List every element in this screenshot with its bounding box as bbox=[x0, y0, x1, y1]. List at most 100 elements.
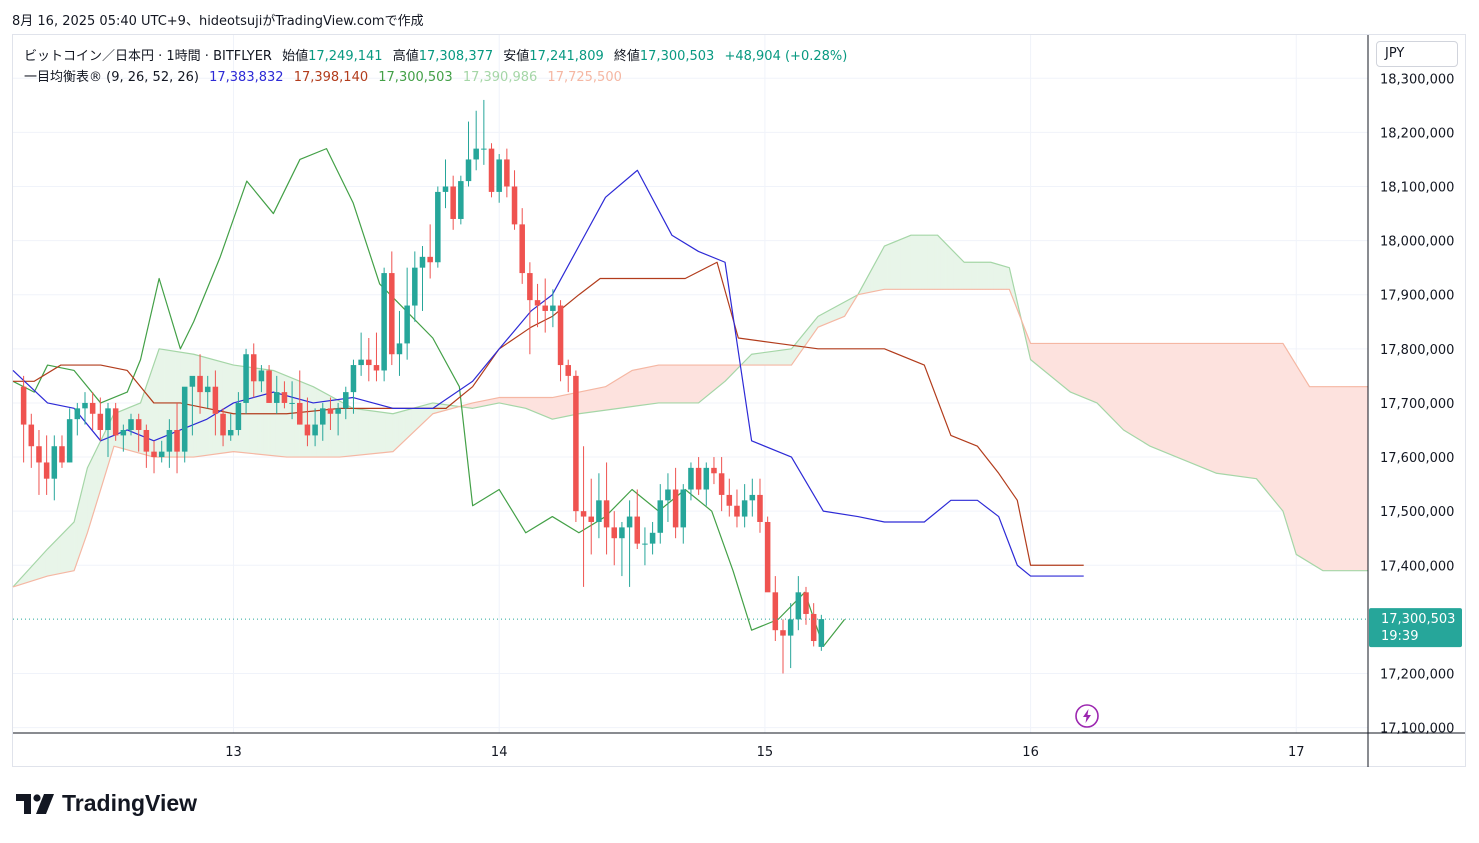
cloud-segment bbox=[413, 406, 418, 433]
cloud-segment bbox=[777, 349, 782, 366]
span-a-line bbox=[12, 234, 1368, 588]
cloud-segment bbox=[947, 245, 952, 290]
candle-body bbox=[51, 446, 58, 479]
cloud-segment bbox=[589, 389, 593, 413]
cloud-segment bbox=[979, 261, 984, 290]
candle-body bbox=[611, 527, 618, 539]
candle-body bbox=[496, 159, 502, 192]
cloud-segment bbox=[89, 456, 94, 525]
cloud-segment bbox=[1109, 343, 1114, 420]
cloud-segment bbox=[1240, 343, 1244, 478]
cloud-segment bbox=[358, 408, 362, 456]
currency-button[interactable]: JPY bbox=[1376, 41, 1458, 67]
cloud-segment bbox=[995, 263, 999, 290]
cloud-segment bbox=[1303, 376, 1308, 562]
cloud-segment bbox=[1094, 343, 1098, 404]
cloud-segment bbox=[966, 261, 970, 290]
cloud-segment bbox=[833, 305, 837, 322]
cloud-segment bbox=[552, 396, 556, 420]
y-tick-label: 18,200,000 bbox=[1380, 126, 1454, 141]
cloud-segment bbox=[1059, 343, 1063, 387]
cloud-segment bbox=[379, 411, 383, 454]
cloud-segment bbox=[647, 366, 651, 405]
cloud-segment bbox=[544, 397, 548, 418]
cloud-segment bbox=[602, 386, 606, 411]
cloud-segment bbox=[219, 361, 224, 454]
cloud-segment bbox=[1035, 343, 1039, 367]
candle-body bbox=[450, 186, 456, 219]
cloud-segment bbox=[302, 381, 306, 458]
cloud-segment bbox=[825, 310, 829, 325]
last-price-tag: 17,300,503 19:39 bbox=[13, 608, 1462, 648]
cloud-segment bbox=[1099, 343, 1103, 410]
cloud-segment bbox=[350, 406, 354, 457]
cloud-segment bbox=[323, 391, 327, 458]
cloud-segment bbox=[1359, 386, 1363, 571]
cloud-segment bbox=[692, 364, 697, 404]
cloud-segment bbox=[881, 245, 885, 291]
x-tick-label: 15 bbox=[757, 745, 774, 760]
candle-body bbox=[358, 359, 364, 366]
span-a-value: 17,390,986 bbox=[462, 70, 538, 85]
cloud-segment bbox=[663, 364, 667, 404]
cloud-segment bbox=[530, 397, 535, 413]
cloud-segment bbox=[1125, 343, 1130, 434]
cloud-segment bbox=[902, 236, 907, 290]
y-tick-label: 17,200,000 bbox=[1380, 667, 1454, 682]
cloud-segment bbox=[767, 351, 771, 366]
cloud-segment bbox=[889, 242, 893, 290]
cloud-segment bbox=[1080, 343, 1085, 398]
cloud-segment bbox=[953, 250, 957, 290]
x-tick-label: 13 bbox=[225, 745, 242, 760]
cloud-segment bbox=[639, 367, 643, 406]
candle-body bbox=[718, 473, 725, 495]
cloud-segment bbox=[958, 256, 962, 290]
tradingview-logo[interactable]: TradingView bbox=[16, 790, 197, 817]
y-tick-label: 17,700,000 bbox=[1380, 397, 1454, 412]
cloud-segment bbox=[1040, 343, 1045, 372]
candle-body bbox=[212, 386, 219, 414]
cloud-segment bbox=[1295, 363, 1300, 557]
cloud-segment bbox=[310, 385, 314, 458]
cloud-segment bbox=[668, 364, 673, 404]
candle-body bbox=[350, 365, 357, 393]
cloud-segment bbox=[716, 364, 721, 389]
cloud-segment bbox=[1285, 346, 1289, 529]
candle-body bbox=[626, 516, 633, 528]
cloud-segment bbox=[1248, 343, 1252, 479]
cloud-segment bbox=[658, 364, 662, 404]
last-price-tag-bg bbox=[1369, 608, 1462, 648]
cloud-segment bbox=[1072, 343, 1077, 395]
candle-body bbox=[82, 402, 88, 409]
cloud-segment bbox=[403, 409, 407, 443]
candle-body bbox=[772, 592, 779, 631]
cloud-segment bbox=[1123, 343, 1127, 433]
cloud-segment bbox=[1163, 343, 1167, 454]
cloud-segment bbox=[626, 371, 630, 408]
cloud-segment bbox=[554, 396, 558, 419]
candle-body bbox=[688, 467, 694, 490]
y-tick-label: 17,600,000 bbox=[1380, 451, 1454, 466]
cloud-segment bbox=[613, 379, 617, 410]
cloud-segment bbox=[610, 381, 614, 410]
cloud-segment bbox=[1096, 343, 1100, 407]
cloud-segment bbox=[1325, 386, 1329, 571]
cloud-segment bbox=[1070, 343, 1074, 394]
cloud-segment bbox=[1056, 343, 1061, 385]
cloud-segment bbox=[1362, 386, 1366, 571]
candle-body bbox=[143, 429, 150, 452]
cloud-segment bbox=[65, 526, 70, 573]
cloud-segment bbox=[1083, 343, 1087, 400]
cloud-segment bbox=[1343, 386, 1348, 571]
candle-body bbox=[327, 408, 334, 414]
cloud-segment bbox=[1213, 343, 1217, 474]
alert-icon[interactable] bbox=[1075, 704, 1099, 728]
candle-body bbox=[458, 181, 464, 219]
cloud-segment bbox=[1202, 343, 1207, 470]
candle-body bbox=[335, 408, 341, 414]
cloud-segment bbox=[230, 363, 234, 453]
cloud-segment bbox=[772, 350, 776, 366]
cloud-segment bbox=[1144, 343, 1148, 446]
cloud-segment bbox=[538, 397, 543, 416]
